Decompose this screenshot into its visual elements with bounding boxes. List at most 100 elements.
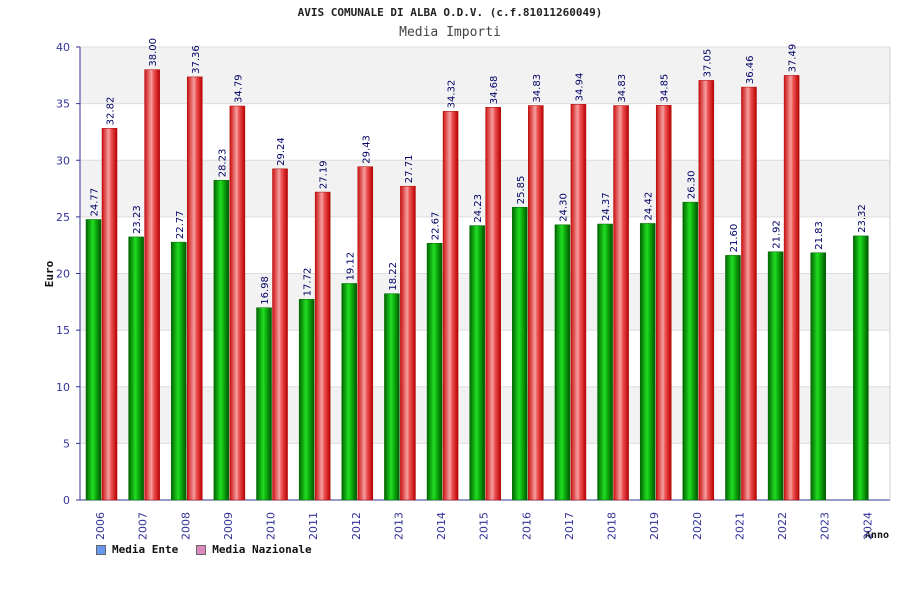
x-tick-label: 2007: [137, 512, 150, 540]
x-tick-label: 2023: [819, 512, 832, 540]
data-label: 24.37: [601, 192, 612, 221]
bar-media-ente: [128, 236, 144, 501]
y-tick-label: 15: [56, 324, 70, 337]
bar-media-ente: [512, 206, 528, 501]
y-tick-label: 25: [56, 211, 70, 224]
chart-subtitle: Media Importi: [399, 25, 501, 40]
bar-media-ente: [384, 293, 400, 501]
data-label: 21.83: [814, 221, 825, 250]
data-label: 21.60: [729, 224, 740, 253]
chart-title: AVIS COMUNALE DI ALBA O.D.V. (c.f.810112…: [297, 6, 603, 19]
x-tick-label: 2008: [179, 512, 192, 540]
x-tick-label: 2024: [861, 512, 874, 540]
data-label: 32.82: [106, 97, 117, 126]
x-tick-label: 2022: [776, 512, 789, 540]
bar-media-ente: [341, 283, 358, 501]
legend-swatch-media-ente: [96, 544, 106, 555]
bar-media-nazionale: [570, 104, 587, 501]
y-tick-label: 40: [56, 41, 70, 54]
data-label: 34.83: [617, 74, 628, 103]
data-label: 18.22: [388, 262, 399, 291]
data-label: 26.30: [686, 171, 697, 200]
y-tick-label: 0: [63, 494, 70, 507]
data-label: 37.49: [788, 44, 799, 73]
bar-media-ente: [469, 225, 485, 501]
x-tick-label: 2013: [392, 512, 405, 540]
data-label: 28.23: [217, 149, 228, 178]
bar-media-ente: [767, 251, 784, 501]
bar-media-nazionale: [101, 128, 118, 501]
bar-media-ente: [639, 223, 656, 501]
y-tick-label: 5: [63, 437, 70, 450]
data-label: 23.32: [857, 204, 868, 233]
x-tick-label: 2009: [222, 512, 235, 540]
bar-media-nazionale: [314, 191, 331, 501]
data-label: 34.79: [233, 74, 244, 103]
bar-media-nazionale: [272, 168, 288, 501]
y-tick-label: 20: [56, 268, 70, 281]
data-label: 22.67: [431, 212, 442, 241]
bar-media-ente: [298, 299, 315, 501]
bar-media-nazionale: [229, 105, 246, 501]
bar-media-nazionale: [613, 105, 629, 501]
x-tick-label: 2012: [350, 512, 363, 540]
data-label: 24.42: [644, 192, 655, 221]
legend-label-media-nazionale: Media Nazionale: [212, 543, 312, 556]
data-label: 29.43: [361, 135, 372, 164]
legend: Media Ente Media Nazionale: [96, 543, 312, 556]
data-label: 24.30: [558, 193, 569, 222]
bar-media-nazionale: [442, 111, 459, 501]
data-label: 29.24: [276, 137, 287, 166]
data-label: 23.23: [132, 205, 143, 234]
x-tick-label: 2014: [435, 512, 448, 540]
data-label: 24.77: [90, 188, 101, 217]
bar-media-nazionale: [187, 76, 203, 501]
data-label: 17.72: [303, 268, 314, 297]
data-label: 34.32: [447, 80, 458, 109]
data-label: 25.85: [516, 176, 527, 205]
data-label: 34.94: [574, 73, 585, 102]
x-axis-label: Anno: [865, 530, 889, 541]
bar-media-nazionale: [144, 69, 160, 501]
bar-media-nazionale: [528, 105, 544, 501]
data-label: 37.05: [702, 49, 713, 78]
x-tick-label: 2006: [94, 512, 107, 540]
data-label: 34.68: [489, 76, 500, 105]
y-tick-label: 35: [56, 98, 70, 111]
data-label: 21.92: [772, 220, 783, 249]
x-tick-label: 2010: [265, 512, 278, 540]
data-label: 34.83: [532, 74, 543, 103]
data-label: 22.77: [175, 210, 186, 239]
bar-media-ente: [597, 223, 613, 501]
x-tick-label: 2015: [478, 512, 491, 540]
data-label: 24.23: [473, 194, 484, 223]
bar-media-nazionale: [357, 166, 374, 501]
bar-media-ente: [213, 180, 230, 501]
data-label: 27.71: [404, 155, 415, 184]
data-label: 16.98: [260, 276, 271, 305]
legend-item-media-ente: Media Ente: [96, 543, 178, 556]
bar-media-nazionale: [783, 75, 800, 501]
bar-media-nazionale: [741, 86, 757, 501]
bar-media-nazionale: [485, 106, 501, 501]
data-label: 19.12: [345, 252, 356, 281]
data-label: 36.46: [745, 55, 756, 84]
x-tick-label: 2011: [307, 512, 320, 540]
bar-media-nazionale: [698, 80, 715, 501]
bar-media-ente: [725, 255, 741, 501]
bar-media-ente: [256, 307, 272, 501]
bar-media-nazionale: [655, 105, 672, 501]
y-axis-label: Euro: [43, 260, 56, 287]
x-tick-label: 2018: [606, 512, 619, 540]
data-label: 34.85: [660, 74, 671, 103]
y-tick-label: 10: [56, 381, 70, 394]
x-tick-label: 2020: [691, 512, 704, 540]
bar-media-ente: [810, 252, 826, 501]
bar-media-ente: [554, 224, 571, 501]
data-label: 38.00: [148, 38, 159, 67]
data-label: 27.19: [319, 160, 330, 189]
legend-label-media-ente: Media Ente: [112, 543, 179, 556]
y-tick-label: 30: [56, 154, 70, 167]
